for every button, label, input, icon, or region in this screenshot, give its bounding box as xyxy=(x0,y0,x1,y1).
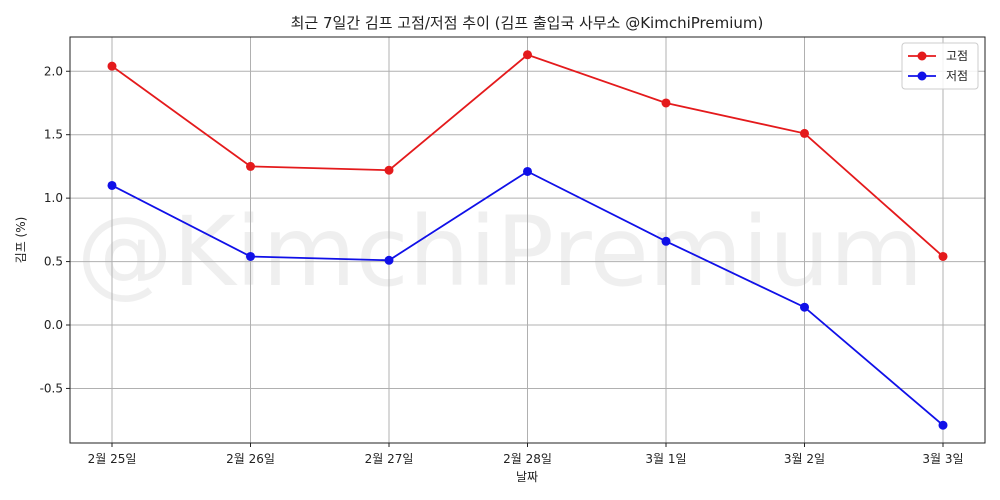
data-point xyxy=(800,302,809,312)
x-tick-label: 2월 25일 xyxy=(88,452,137,466)
data-point xyxy=(246,251,255,261)
x-tick-label: 2월 27일 xyxy=(365,452,414,466)
x-tick-label: 3월 2일 xyxy=(784,452,825,466)
legend-label: 고점 xyxy=(946,49,968,63)
y-tick-label: 1.5 xyxy=(44,128,63,142)
legend-marker xyxy=(917,71,927,81)
data-point xyxy=(107,180,117,190)
data-point xyxy=(938,420,948,430)
y-axis-label: 김프 (%) xyxy=(14,217,28,264)
x-axis-ticks: 2월 25일 2월 26일 2월 27일 2월 28일 3월 1일 3월 2일 3월 3일 xyxy=(88,443,964,466)
series-1 xyxy=(107,50,948,261)
y-tick-label: 0.0 xyxy=(44,318,63,332)
y-tick-label: 0.5 xyxy=(44,255,63,269)
y-axis-ticks: -0.5 0.0 0.5 1.0 1.5 2.0 xyxy=(40,64,70,395)
grid-lines xyxy=(70,37,985,443)
data-point xyxy=(246,161,255,171)
chart-title: 최근 7일간 김프 고점/저점 추이 (김프 출입국 사무소 @KimchiPr… xyxy=(291,14,764,32)
data-point xyxy=(661,236,671,246)
x-tick-label: 3월 3일 xyxy=(922,452,963,466)
data-point xyxy=(523,166,532,176)
data-point xyxy=(938,251,948,261)
series-layer xyxy=(107,50,948,430)
watermark-text: @KimchiPremium xyxy=(77,196,924,308)
data-point xyxy=(107,61,117,71)
legend-marker xyxy=(917,51,927,61)
series-2 xyxy=(107,166,948,430)
x-tick-label: 2월 28일 xyxy=(503,452,552,466)
data-point xyxy=(384,255,394,265)
x-tick-label: 2월 26일 xyxy=(226,452,275,466)
y-tick-label: 2.0 xyxy=(44,64,63,78)
legend-label: 저점 xyxy=(946,69,968,83)
data-point xyxy=(800,128,809,138)
data-point xyxy=(384,165,394,175)
x-axis-label: 날짜 xyxy=(516,470,538,484)
y-tick-label: -0.5 xyxy=(40,381,63,395)
y-tick-label: 1.0 xyxy=(44,191,63,205)
data-point xyxy=(523,50,532,60)
data-point xyxy=(661,98,671,108)
x-tick-label: 3월 1일 xyxy=(645,452,686,466)
